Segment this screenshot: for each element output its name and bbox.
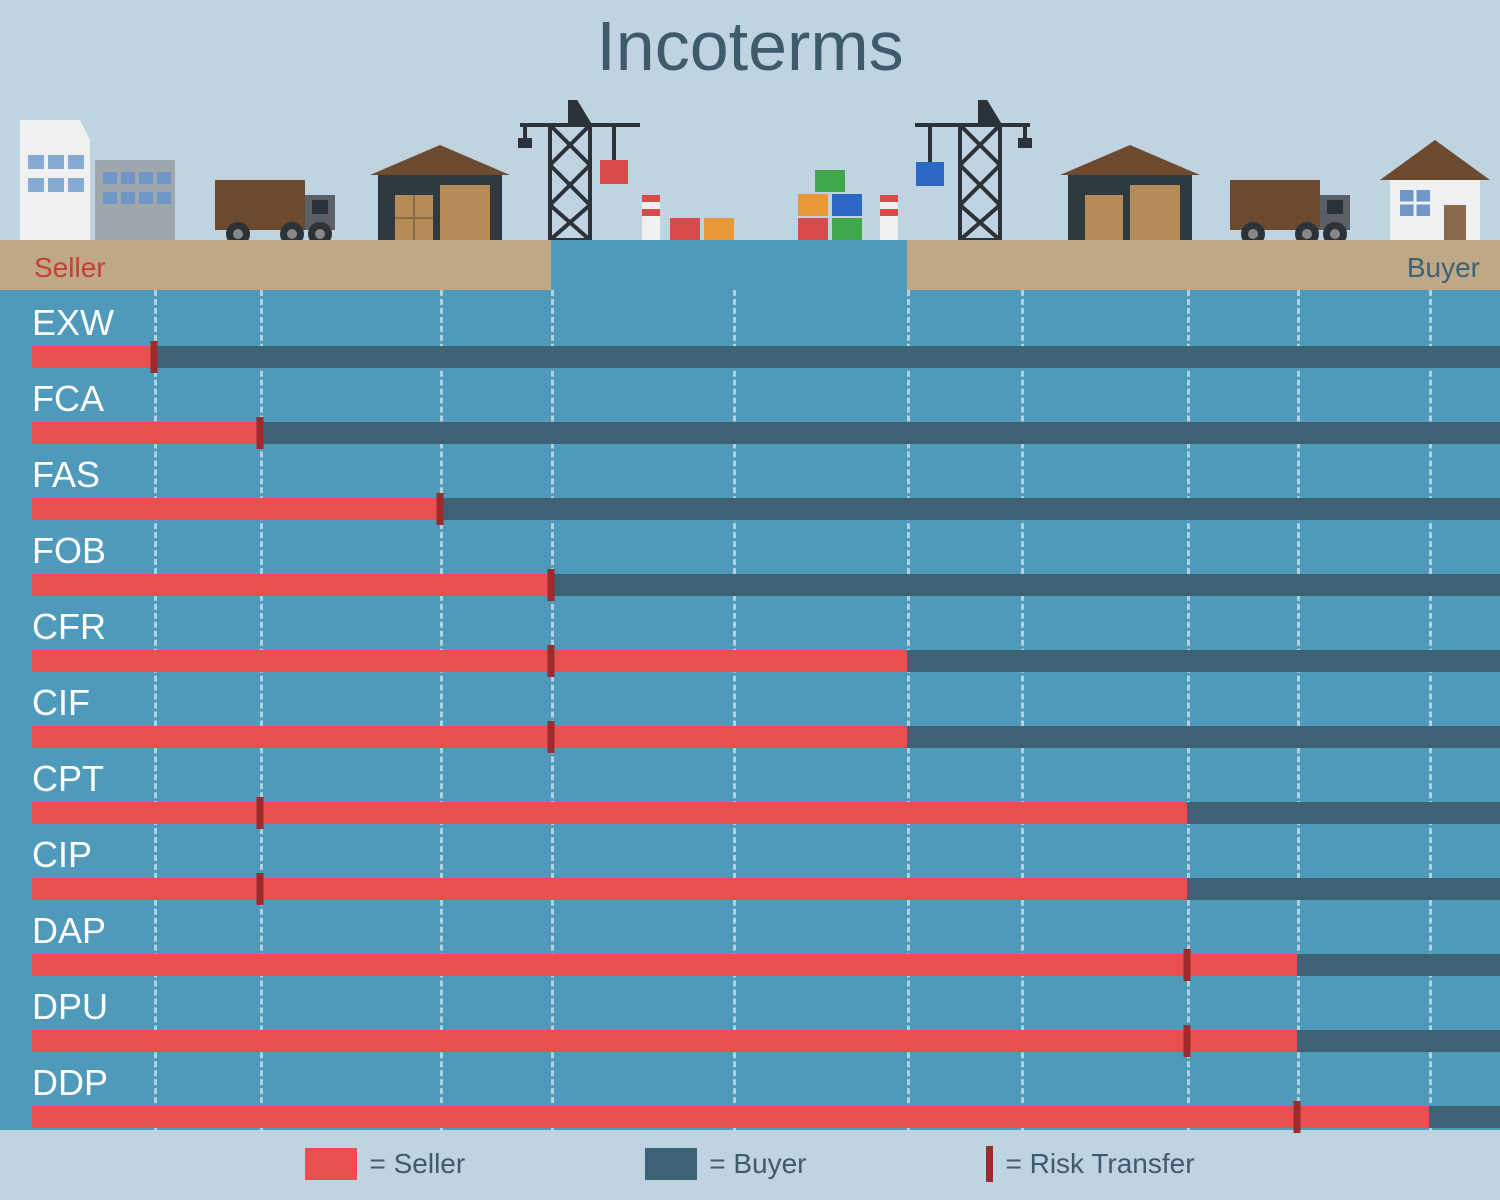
legend-buyer-swatch — [645, 1148, 697, 1180]
term-label: EXW — [32, 302, 114, 344]
warehouse-left-icon — [370, 145, 510, 240]
term-row-dap: DAP — [0, 908, 1500, 984]
term-label: CFR — [32, 606, 106, 648]
crane-right-icon — [915, 100, 1032, 240]
seller-endpoint-label: Seller — [34, 252, 106, 284]
term-rows: EXW FCA FAS FOB CFR CIF CPT CIP DAP DPU DDP — [0, 300, 1500, 1136]
term-label: DDP — [32, 1062, 108, 1104]
bar-track — [32, 954, 1500, 976]
term-label: FOB — [32, 530, 106, 572]
buyer-bar — [551, 574, 1500, 596]
seller-bar — [32, 802, 1187, 824]
seller-bar — [32, 954, 1297, 976]
buyer-bar — [440, 498, 1500, 520]
legend: = Seller = Buyer = Risk Transfer — [0, 1146, 1500, 1182]
term-row-cpt: CPT — [0, 756, 1500, 832]
seller-bar — [32, 726, 907, 748]
bar-track — [32, 802, 1500, 824]
crane-left-icon — [518, 100, 640, 240]
term-label: FAS — [32, 454, 100, 496]
term-row-ddp: DDP — [0, 1060, 1500, 1136]
buyer-bar — [1187, 878, 1500, 900]
legend-buyer-label: = Buyer — [709, 1148, 806, 1180]
seller-bar — [32, 498, 440, 520]
bar-track — [32, 878, 1500, 900]
risk-marker — [1184, 949, 1191, 981]
legend-seller-label: = Seller — [369, 1148, 465, 1180]
seller-bar — [32, 1106, 1429, 1128]
buyer-bar — [907, 726, 1500, 748]
buyer-bar — [907, 650, 1500, 672]
bar-track — [32, 574, 1500, 596]
risk-marker — [548, 721, 555, 753]
term-row-fob: FOB — [0, 528, 1500, 604]
legend-risk: = Risk Transfer — [986, 1146, 1194, 1182]
page-title: Incoterms — [0, 6, 1500, 86]
office-building-icon — [20, 120, 90, 240]
bar-track — [32, 1030, 1500, 1052]
term-row-cif: CIF — [0, 680, 1500, 756]
legend-risk-swatch — [986, 1146, 993, 1182]
term-label: CIF — [32, 682, 90, 724]
seller-bar — [32, 878, 1187, 900]
risk-marker — [257, 797, 264, 829]
term-row-exw: EXW — [0, 300, 1500, 376]
seller-bar — [32, 650, 907, 672]
legend-risk-label: = Risk Transfer — [1005, 1148, 1194, 1180]
term-row-cip: CIP — [0, 832, 1500, 908]
seller-bar — [32, 574, 551, 596]
risk-marker — [1184, 1025, 1191, 1057]
term-label: DAP — [32, 910, 106, 952]
risk-marker — [548, 645, 555, 677]
bar-track — [32, 650, 1500, 672]
risk-marker — [1294, 1101, 1301, 1133]
seller-bar — [32, 422, 260, 444]
risk-marker — [257, 417, 264, 449]
truck-left-icon — [215, 180, 335, 246]
truck-right-icon — [1230, 180, 1350, 246]
buyer-bar — [154, 346, 1500, 368]
term-row-dpu: DPU — [0, 984, 1500, 1060]
risk-marker — [548, 569, 555, 601]
buyer-bar — [1187, 802, 1500, 824]
risk-marker — [151, 341, 158, 373]
seller-bar — [32, 1030, 1297, 1052]
legend-seller: = Seller — [305, 1148, 465, 1180]
risk-marker — [437, 493, 444, 525]
legend-buyer: = Buyer — [645, 1148, 806, 1180]
risk-marker — [257, 873, 264, 905]
bar-track — [32, 726, 1500, 748]
term-label: CIP — [32, 834, 92, 876]
buyer-bar — [1297, 954, 1500, 976]
term-row-fca: FCA — [0, 376, 1500, 452]
house-icon — [1380, 140, 1490, 240]
term-row-fas: FAS — [0, 452, 1500, 528]
buyer-bar — [1429, 1106, 1500, 1128]
bar-track — [32, 1106, 1500, 1128]
bar-track — [32, 498, 1500, 520]
bar-track — [32, 422, 1500, 444]
bar-track — [32, 346, 1500, 368]
seller-bar — [32, 346, 154, 368]
legend-seller-swatch — [305, 1148, 357, 1180]
buyer-bar — [1297, 1030, 1500, 1052]
term-row-cfr: CFR — [0, 604, 1500, 680]
buyer-bar — [260, 422, 1500, 444]
buyer-endpoint-label: Buyer — [1407, 252, 1480, 284]
term-label: CPT — [32, 758, 104, 800]
incoterms-infographic: Incoterms — [0, 0, 1500, 1200]
term-label: FCA — [32, 378, 104, 420]
term-label: DPU — [32, 986, 108, 1028]
warehouse-right-icon — [1060, 145, 1200, 240]
office-building2-icon — [95, 160, 175, 240]
